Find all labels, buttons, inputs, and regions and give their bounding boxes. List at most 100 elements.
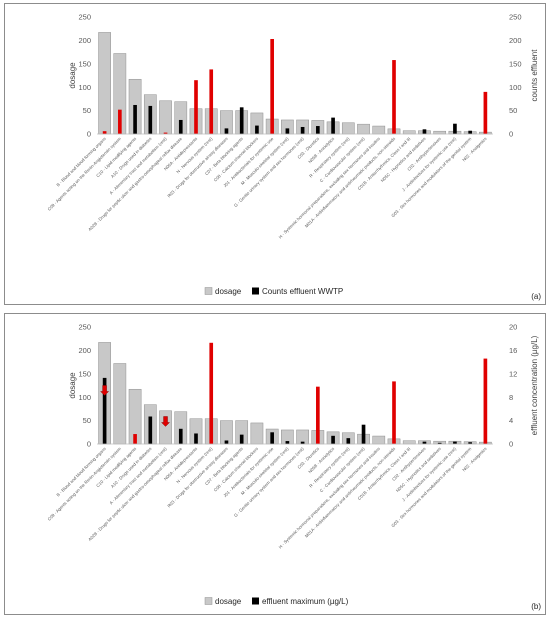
bar-effluent: [300, 126, 305, 134]
y-tick-label: 150: [78, 369, 91, 378]
bar-effluent: [361, 424, 366, 444]
legend-swatch-dosage: [204, 287, 213, 295]
y-axis-title: dosage: [68, 62, 77, 89]
y2-tick-label: 100: [509, 83, 522, 92]
bar-effluent-highlight: [316, 386, 320, 444]
y2-axis-title: effluent concentration (µg/L): [530, 335, 539, 435]
bar-dosage: [159, 100, 172, 135]
category-label: G - Genito urinary system and sex hormon…: [233, 446, 305, 518]
bar-effluent-highlight: [163, 132, 168, 134]
bar-effluent: [422, 441, 427, 444]
y2-tick-label: 50: [509, 106, 517, 115]
chart-panel-a: 0 50 100 150 200 250 0 50 100 150 200 250 dosage coun…: [4, 3, 546, 305]
bar-effluent: [178, 119, 183, 134]
y2-tick-label: 12: [509, 369, 517, 378]
bar-effluent-highlight: [102, 131, 107, 134]
category-label: A - Alimentary tract and metabolism (res…: [108, 136, 168, 196]
bar-effluent-highlight: [483, 358, 488, 444]
bar-effluent: [453, 441, 457, 444]
bar-effluent-highlight: [392, 60, 396, 134]
legend: dosage effluent maximum (µg/L): [204, 597, 349, 606]
down-arrow-icon: [161, 416, 171, 427]
bar-effluent-highlight: [209, 69, 214, 134]
bar-effluent: [194, 433, 198, 444]
y2-tick-label: 20: [509, 323, 517, 332]
bar-effluent: [102, 377, 107, 444]
category-label: A - Alimentary tract and metabolism (res…: [108, 446, 168, 506]
bar-effluent-highlight: [133, 434, 137, 444]
bar-dosage: [357, 123, 370, 135]
y2-tick-label: 0: [509, 130, 513, 139]
legend-swatch-effluent: [252, 597, 259, 605]
bar-effluent: [331, 117, 335, 134]
bar-effluent: [331, 435, 335, 444]
bar-effluent: [468, 442, 472, 444]
y-tick-label: 200: [78, 36, 91, 45]
bar-effluent-highlight: [270, 38, 274, 134]
y-tick-label: 150: [78, 59, 91, 68]
bar-effluent: [285, 441, 290, 444]
bar-effluent: [346, 438, 351, 444]
bar-effluent: [468, 130, 472, 134]
bar-effluent: [422, 129, 427, 134]
chart-a-svg: 0 50 100 150 200 250 0 50 100 150 200 250 dosage coun…: [47, 13, 542, 301]
bar-dosage: [98, 32, 111, 135]
chart-panel-b: 0 50 100 150 200 250 0 4 8 12 16 20 dosage effluent c…: [4, 313, 546, 615]
panel-label: (a): [531, 292, 541, 301]
bar-effluent: [148, 105, 153, 134]
bar-effluent-highlight: [392, 381, 396, 444]
bar-effluent-highlight: [118, 109, 122, 134]
bar-effluent: [255, 125, 259, 134]
y2-axis-title: counts effluent: [530, 49, 539, 102]
y-axis-title: dosage: [68, 372, 77, 399]
bar-dosage: [250, 422, 264, 445]
bar-dosage: [113, 363, 127, 445]
y2-tick-label: 250: [509, 13, 522, 22]
bar-dosage: [402, 130, 416, 135]
y-tick-label: 100: [78, 393, 91, 402]
y-tick-label: 50: [83, 106, 91, 115]
bar-effluent: [300, 441, 305, 444]
y2-tick-label: 150: [509, 59, 522, 68]
y2-tick-label: 8: [509, 393, 513, 402]
down-arrow-icon: [100, 385, 110, 396]
y-tick-label: 0: [87, 440, 91, 449]
legend-swatch-dosage: [204, 597, 213, 605]
bar-dosage: [372, 435, 386, 445]
y2-tick-label: 4: [509, 416, 513, 425]
legend-label-effluent: Counts effluent WWTP: [262, 287, 343, 296]
bar-effluent: [148, 416, 153, 444]
bar-dosage: [220, 420, 233, 445]
bar-effluent: [133, 104, 137, 134]
category-label: G - Genito urinary system and sex hormon…: [233, 136, 305, 208]
bar-effluent: [453, 123, 457, 134]
legend-label-dosage: dosage: [215, 597, 242, 606]
y2-tick-label: 0: [509, 440, 513, 449]
legend-label-dosage: dosage: [215, 287, 242, 296]
bar-effluent: [239, 434, 244, 444]
bar-effluent-highlight: [194, 80, 198, 134]
category-label: H - Systemic hormonal preparations, excl…: [278, 136, 381, 239]
chart-b-svg: 0 50 100 150 200 250 0 4 8 12 16 20 dosage effluent c…: [47, 323, 542, 611]
legend: dosage Counts effluent WWTP: [204, 287, 343, 296]
bar-effluent: [178, 428, 183, 444]
bar-effluent-highlight: [483, 91, 488, 134]
bar-dosage: [402, 440, 416, 445]
bar-effluent-highlight: [209, 342, 214, 444]
bar-dosage: [341, 122, 355, 135]
bar-dosage: [433, 130, 447, 135]
bar-effluent: [437, 442, 442, 444]
y2-tick-label: 200: [509, 36, 522, 45]
bar-effluent: [224, 440, 229, 444]
y-tick-label: 0: [87, 130, 91, 139]
bar-dosage: [159, 410, 172, 445]
panel-label: (b): [531, 602, 541, 611]
y-tick-label: 200: [78, 346, 91, 355]
y-tick-label: 250: [78, 13, 91, 22]
legend-label-effluent: effluent maximum (µg/L): [262, 597, 349, 606]
y-tick-label: 50: [83, 416, 91, 425]
y2-tick-label: 16: [509, 346, 517, 355]
y-tick-label: 250: [78, 323, 91, 332]
legend-swatch-effluent: [252, 287, 259, 295]
bar-dosage: [372, 125, 386, 135]
